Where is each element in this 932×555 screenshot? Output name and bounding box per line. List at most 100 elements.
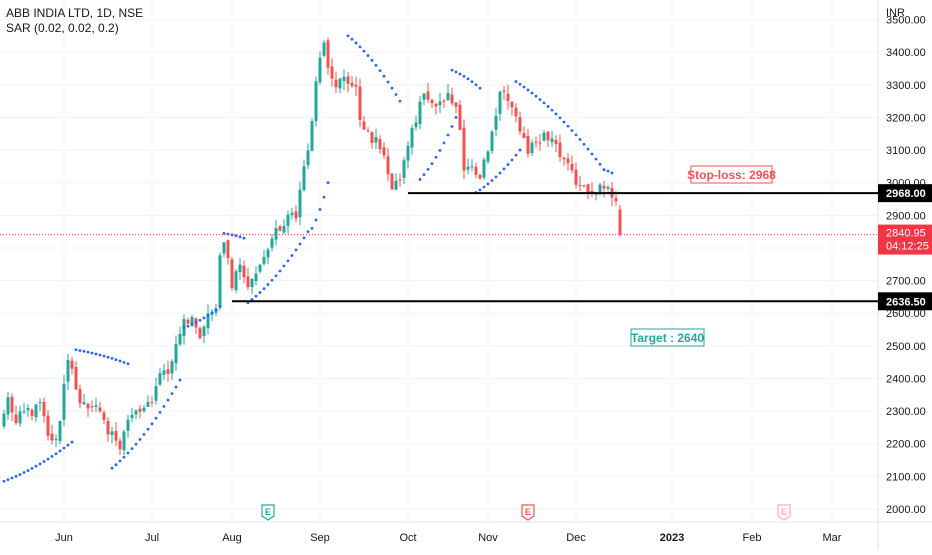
stop-loss-annotation-box — [690, 165, 773, 184]
candle-body — [246, 276, 250, 288]
sar-dot — [74, 348, 78, 352]
sar-dot — [6, 478, 10, 482]
candle-body — [354, 84, 358, 87]
candle-body — [562, 157, 566, 160]
candle-body — [398, 179, 402, 181]
y-tick-label: 2400.00 — [886, 373, 926, 385]
sar-dot — [86, 350, 90, 354]
sar-dot — [178, 378, 182, 382]
sar-dot — [518, 82, 522, 86]
last-price-value: 2840.95 — [886, 228, 926, 240]
candle-body — [10, 397, 14, 413]
sar-dot — [218, 305, 222, 309]
sar-dot — [94, 352, 98, 356]
candle-body — [418, 101, 422, 125]
sar-dot — [82, 349, 86, 353]
sar-dot — [186, 324, 190, 328]
sar-dot — [358, 45, 362, 49]
candle-body — [458, 104, 462, 130]
sar-dot — [78, 349, 82, 352]
earnings-badge — [777, 504, 791, 521]
sar-dot — [110, 357, 114, 360]
candle-body — [310, 121, 314, 151]
sar-dot — [198, 318, 202, 322]
candle-body — [178, 333, 182, 345]
y-tick-label: 2900.00 — [886, 210, 926, 222]
sar-dot — [554, 112, 558, 116]
sar-dot — [418, 178, 422, 181]
sar-dot — [346, 34, 350, 38]
stop-loss-price-tag — [878, 184, 932, 203]
candle-body — [570, 163, 574, 171]
sar-dot — [458, 72, 462, 76]
sar-dot — [610, 171, 614, 175]
candle-body — [66, 360, 70, 382]
sar-dot — [30, 467, 34, 470]
sar-dot — [34, 464, 38, 468]
sar-dot — [506, 163, 510, 166]
sar-dot — [222, 231, 226, 235]
candle-body — [286, 214, 290, 226]
sar-dot — [26, 469, 30, 472]
sar-dot — [158, 410, 162, 414]
symbol-title: ABB INDIA LTD, 1D, NSE — [6, 6, 144, 20]
candle-body — [150, 401, 154, 403]
candle-body — [498, 91, 502, 114]
candle-body — [314, 81, 318, 121]
sar-dot — [166, 398, 170, 402]
sar-dot — [398, 99, 402, 103]
candle-body — [298, 189, 302, 218]
candle-body — [446, 92, 450, 101]
candle-body — [382, 147, 386, 156]
x-tick-label: Mar — [823, 532, 842, 544]
sar-dot — [538, 98, 542, 101]
candle-body — [370, 132, 374, 144]
y-tick-label: 3200.00 — [886, 112, 926, 124]
sar-dot — [442, 141, 446, 145]
currency-label: INR — [886, 7, 905, 19]
sar-dot — [606, 169, 610, 173]
x-tick-label: Sep — [310, 532, 330, 544]
sar-dot — [266, 283, 270, 286]
last-price-countdown: 04:12:25 — [886, 241, 929, 253]
candle-body — [494, 115, 498, 130]
candle-body — [466, 166, 470, 170]
candle-body — [130, 414, 134, 419]
sar-dot — [238, 235, 242, 239]
sar-dot — [386, 80, 390, 84]
candle-body — [514, 107, 518, 117]
candle-body — [198, 328, 202, 339]
sar-dot — [510, 158, 514, 162]
sar-dot — [50, 455, 54, 458]
candle-body — [566, 158, 570, 164]
candle-body — [290, 212, 294, 216]
candle-body — [342, 76, 346, 82]
legend: ABB INDIA LTD, 1D, NSE SAR (0.02, 0.02, … — [6, 6, 143, 36]
candle-body — [238, 264, 242, 273]
candle-body — [86, 403, 90, 409]
sar-dot — [154, 416, 158, 420]
sar-dot — [194, 321, 198, 324]
sar-dot — [250, 298, 254, 301]
y-tick-label: 2100.00 — [886, 471, 926, 483]
sar-dot — [66, 443, 70, 447]
sar-dot — [450, 125, 454, 128]
candle-body — [74, 366, 78, 390]
sar-dot — [114, 463, 118, 467]
sar-dot — [546, 105, 550, 108]
candle-body — [470, 166, 474, 168]
sar-dot — [122, 360, 126, 364]
candle-body — [278, 226, 282, 231]
sar-dot — [318, 208, 322, 211]
target-annotation-box — [630, 328, 705, 347]
sar-dot — [582, 142, 586, 146]
candle-body — [22, 411, 26, 413]
candle-body — [430, 99, 434, 104]
sar-dot — [350, 37, 354, 41]
stop-loss-price-label: 2968.00 — [886, 188, 926, 200]
candle-body — [186, 319, 190, 324]
candle-body — [58, 420, 62, 441]
sar-dot — [286, 259, 290, 263]
